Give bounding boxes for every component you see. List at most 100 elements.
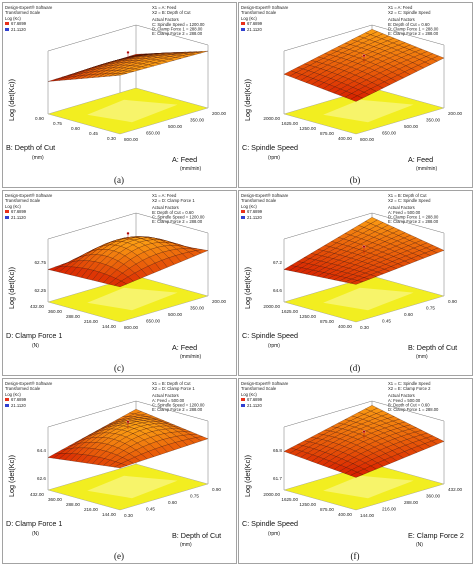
x-tick-label: 500.00 (404, 124, 418, 129)
response-surface (283, 405, 445, 478)
factor-x2: X2 = C: Spindle Speed (388, 10, 431, 15)
y-tick-label: 2000.00 (263, 116, 280, 121)
box-edge (283, 212, 373, 240)
y-tick-label: 1625.00 (281, 309, 298, 314)
legend-max: 67.6899 (11, 209, 27, 214)
x-tick-label: 800.00 (124, 137, 138, 142)
factor-x1: X1 = A: Feed (388, 5, 413, 10)
x-tick-label: 432.00 (448, 487, 462, 492)
actual-factor: B: Depth of Cut = 0.60 (152, 210, 194, 215)
y-tick-label: 400.00 (338, 136, 352, 141)
actual-factor: A: Feed = 500.00 (152, 398, 185, 403)
box-edge (371, 400, 445, 422)
contour-band (323, 475, 414, 499)
y-axis-label: B: Depth of Cut (6, 143, 55, 152)
z-axis-label: Log (det(Kc)) (243, 455, 252, 497)
panel-d: Design-Expert® Software Transformed Scale… (238, 190, 473, 376)
legend-swatch-high (241, 22, 245, 25)
z-tick-label: 64.4 (37, 448, 46, 453)
software-name: Design-Expert® Software (241, 381, 289, 386)
x-tick-label: 0.75 (426, 306, 435, 311)
actual-factor: C: Spindle Speed = 1200.00 (152, 22, 205, 27)
actual-factors-title: Actual Factors (152, 17, 179, 22)
actual-factor: D: Clamp Force 1 = 288.00 (388, 407, 439, 412)
y-tick-label: 432.00 (30, 304, 44, 309)
x-tick-label: 360.00 (426, 494, 440, 499)
legend-swatch-low (5, 216, 9, 219)
software-name: Design-Expert® Software (241, 193, 289, 198)
panel-e: Design-Expert® Software Transformed Scale… (2, 378, 237, 564)
scale-note: Transformed Scale (5, 198, 41, 203)
x-axis-unit: (mm) (416, 354, 428, 360)
response-surface (47, 236, 209, 288)
scale-note: Transformed Scale (5, 386, 41, 391)
x-tick-label: 0.30 (360, 325, 369, 330)
actual-factor: E: Clamp Force 2 = 288.00 (388, 31, 439, 36)
factor-x1: X1 = A: Feed (152, 193, 177, 198)
actual-factors-title: Actual Factors (388, 205, 415, 210)
x-tick-label: 800.00 (360, 137, 374, 142)
box-edge (47, 24, 137, 52)
x-tick-label: 216.00 (382, 507, 396, 512)
x-tick-label: 350.00 (426, 118, 440, 123)
software-name: Design-Expert® Software (5, 381, 53, 386)
y-tick-label: 144.00 (102, 512, 116, 517)
legend-max: 67.6899 (247, 21, 263, 26)
actual-factor: D: Clamp Force 1 = 288.00 (388, 215, 439, 220)
z-tick-label: 62.6 (37, 476, 46, 481)
legend-swatch-high (5, 210, 9, 213)
panel-a: Design-Expert® Software Transformed Scale… (2, 2, 237, 188)
y-axis-unit: (rpm) (268, 343, 280, 349)
z-tick-label: 62.75 (35, 260, 47, 265)
scale-note: Transformed Scale (241, 386, 277, 391)
legend-min: 21.1120 (11, 403, 26, 408)
panel-label: (b) (350, 175, 361, 185)
legend-max: 67.6899 (11, 21, 27, 26)
y-axis-label: D: Clamp Force 1 (6, 519, 62, 528)
panel-b: Design-Expert® Software Transformed Scale… (238, 2, 473, 188)
legend-title: Log (Kc) (241, 16, 257, 21)
y-axis-unit: (rpm) (268, 155, 280, 161)
scale-note: Transformed Scale (5, 10, 41, 15)
legend-max: 67.6899 (247, 397, 263, 402)
surface-cell (114, 280, 128, 288)
y-tick-label: 216.00 (84, 319, 98, 324)
panel-label: (a) (114, 175, 124, 185)
x-tick-label: 0.90 (448, 299, 457, 304)
legend-swatch-low (241, 28, 245, 31)
y-axis-unit: (rpm) (268, 531, 280, 537)
z-axis-label: Log (det(Kc)) (243, 79, 252, 121)
y-axis-label: C: Spindle Speed (242, 331, 298, 340)
x-tick-label: 500.00 (168, 124, 182, 129)
factor-x2: X2 = D: Clamp Force 1 (152, 386, 195, 391)
y-tick-label: 0.45 (89, 131, 98, 136)
y-tick-label: 400.00 (338, 512, 352, 517)
legend-swatch-high (241, 398, 245, 401)
z-tick-label: 65.8 (273, 448, 282, 453)
scale-note: Transformed Scale (241, 198, 277, 203)
y-tick-label: 875.00 (320, 507, 334, 512)
legend-min: 21.1120 (247, 215, 262, 220)
legend-swatch-high (241, 210, 245, 213)
z-axis-label: Log (det(Kc)) (7, 79, 16, 121)
x-tick-label: 200.00 (212, 299, 226, 304)
y-tick-label: 875.00 (320, 131, 334, 136)
legend-swatch-low (241, 216, 245, 219)
y-tick-label: 360.00 (48, 309, 62, 314)
y-tick-label: 400.00 (338, 324, 352, 329)
legend-min: 21.1120 (247, 27, 262, 32)
z-tick-label: 61.7 (273, 476, 282, 481)
legend-swatch-low (5, 404, 9, 407)
y-axis-label: D: Clamp Force 1 (6, 331, 62, 340)
y-tick-label: 1625.00 (281, 121, 298, 126)
actual-factor: E: Clamp Force 2 = 288.00 (152, 31, 203, 36)
contour-band (323, 99, 414, 123)
actual-factor: D: Clamp Force 1 = 288.00 (152, 27, 203, 32)
y-tick-label: 216.00 (84, 507, 98, 512)
y-tick-label: 0.30 (107, 136, 116, 141)
box-edge (283, 24, 373, 52)
y-tick-label: 2000.00 (263, 492, 280, 497)
